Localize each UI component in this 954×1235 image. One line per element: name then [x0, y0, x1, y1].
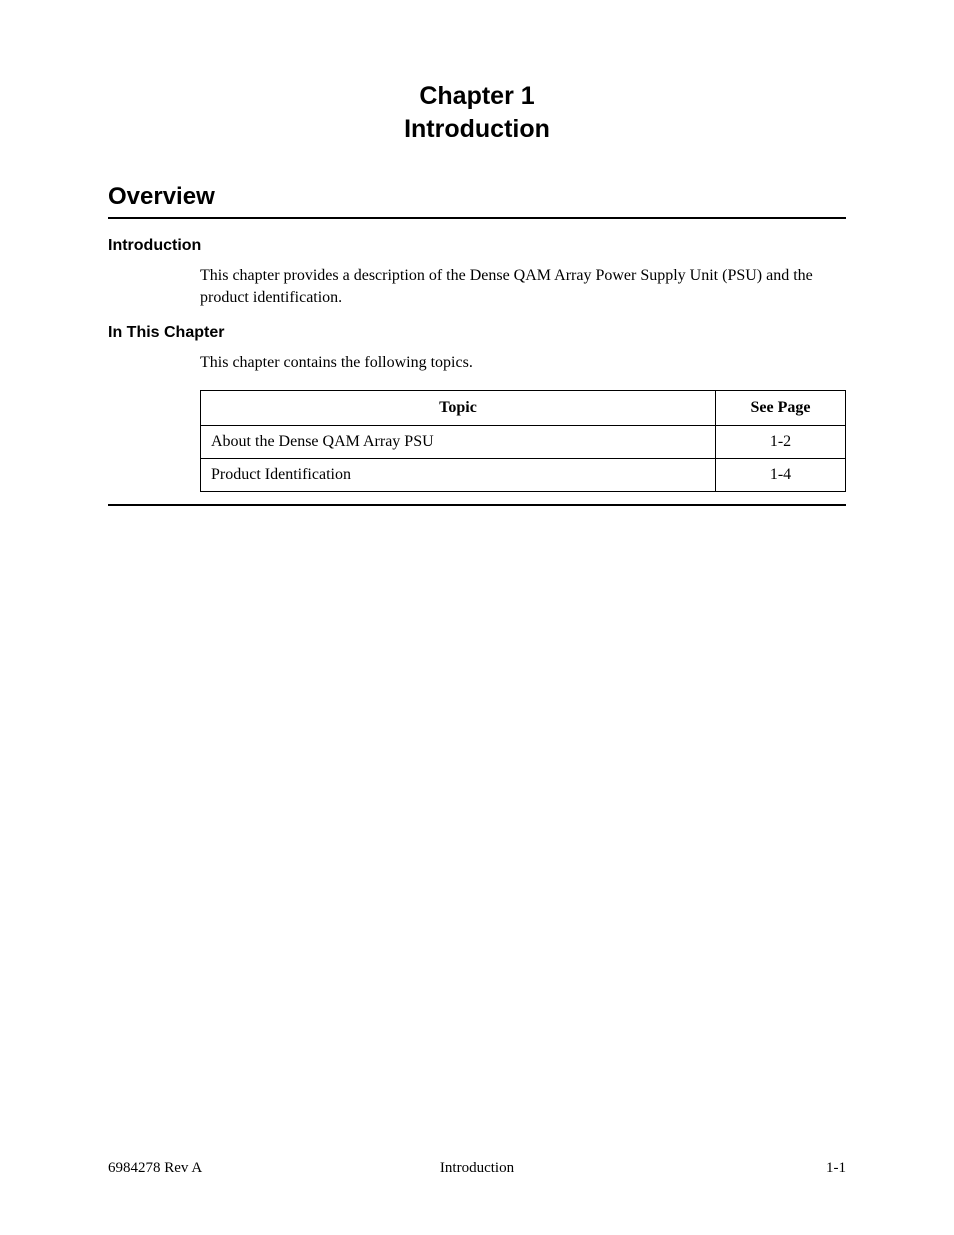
table-row: Product Identification 1-4	[201, 458, 846, 491]
subhead-in-this-chapter: In This Chapter	[108, 324, 846, 342]
table-header-seepage: See Page	[716, 390, 846, 425]
section-header-overview: Overview	[108, 183, 846, 211]
footer-right: 1-1	[826, 1160, 846, 1177]
intro-paragraph: This chapter provides a description of t…	[200, 265, 846, 308]
table-cell-topic: About the Dense QAM Array PSU	[201, 425, 716, 458]
page-footer: 6984278 Rev A Introduction 1-1	[108, 1160, 846, 1177]
subhead-introduction: Introduction	[108, 237, 846, 255]
closing-rule	[108, 504, 846, 506]
chapter-title: Chapter 1 Introduction	[108, 80, 846, 145]
chapter-number-line: Chapter 1	[108, 80, 846, 113]
footer-center: Introduction	[440, 1160, 514, 1177]
footer-left: 6984278 Rev A	[108, 1160, 202, 1177]
table-row: About the Dense QAM Array PSU 1-2	[201, 425, 846, 458]
table-cell-page: 1-2	[716, 425, 846, 458]
table-header-row: Topic See Page	[201, 390, 846, 425]
table-cell-topic: Product Identification	[201, 458, 716, 491]
chapter-title-line: Introduction	[108, 113, 846, 146]
section-rule	[108, 217, 846, 219]
table-header-topic: Topic	[201, 390, 716, 425]
in-chapter-lead-in: This chapter contains the following topi…	[200, 352, 846, 374]
topics-table: Topic See Page About the Dense QAM Array…	[200, 390, 846, 492]
table-cell-page: 1-4	[716, 458, 846, 491]
